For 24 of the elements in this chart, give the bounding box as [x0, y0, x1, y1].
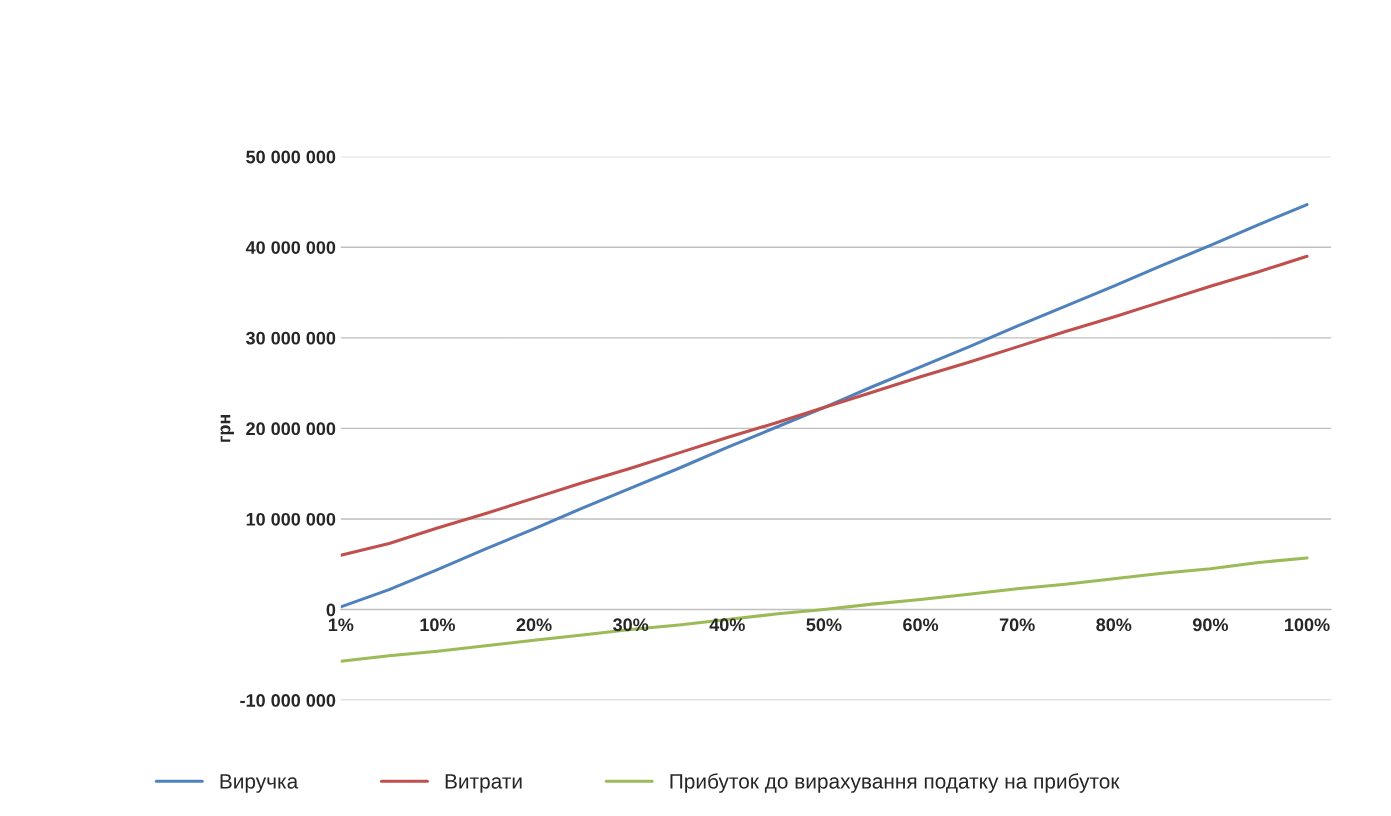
legend-label: Витрати	[445, 774, 522, 793]
legend-label: Прибуток до вирахування податку на прибуток	[670, 773, 1120, 793]
y-tick-label: 30 000 000	[245, 331, 336, 345]
x-tick-label: 20%	[516, 618, 552, 632]
x-tick-label: 1%	[328, 618, 354, 632]
x-tick-label: 100%	[1285, 618, 1330, 632]
y-tick-label: 50 000 000	[246, 150, 336, 164]
y-tick-label: -10 000 000	[240, 694, 336, 707]
x-tick-label: 30%	[613, 618, 649, 632]
y-axis-title: грн	[220, 414, 235, 442]
y-tick-label: 40 000 000	[245, 241, 336, 254]
x-tick-label: 60%	[903, 618, 939, 632]
x-tick-label: 80%	[1096, 618, 1132, 632]
y-tick-label: 10 000 000	[246, 512, 336, 526]
legend-label: Виручка	[220, 774, 299, 793]
y-tick-label: 0	[326, 603, 336, 617]
x-tick-label: 50%	[806, 618, 842, 632]
x-tick-label: 70%	[999, 618, 1035, 632]
x-tick-label: 10%	[420, 618, 456, 632]
x-tick-label: 40%	[709, 618, 745, 632]
line-series	[340, 203, 1309, 609]
line-series	[340, 254, 1309, 557]
x-tick-label: 90%	[1192, 618, 1228, 632]
y-tick-label: 20 000 000	[246, 422, 336, 436]
